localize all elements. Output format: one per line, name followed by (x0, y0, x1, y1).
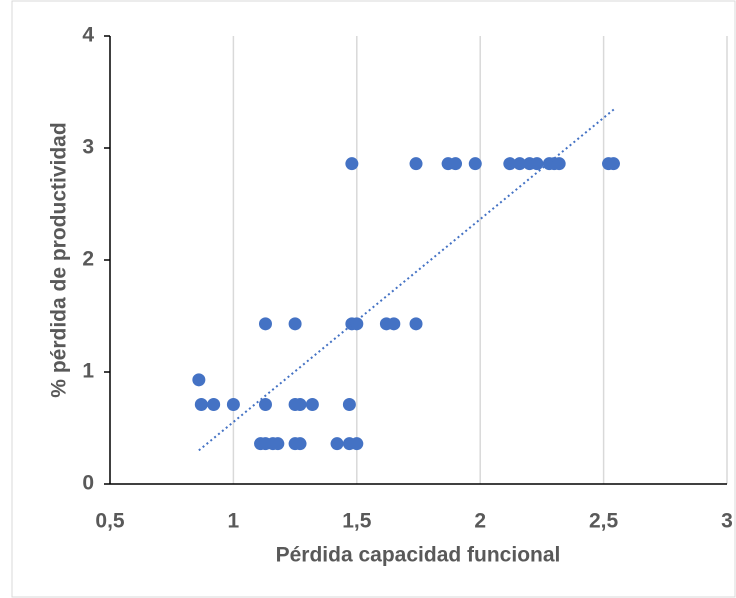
point (207, 397, 221, 411)
point (305, 397, 319, 411)
point (606, 157, 620, 171)
x-tick-label: 1,5 (342, 510, 372, 533)
point (449, 157, 463, 171)
point (513, 157, 527, 171)
point (350, 317, 364, 331)
point (192, 373, 206, 387)
y-tick-label: 1 (82, 360, 94, 383)
y-tick-label: 0 (82, 472, 94, 495)
point (468, 157, 482, 171)
chart-border (11, 0, 736, 598)
point (258, 397, 272, 411)
point (530, 157, 544, 171)
point (409, 157, 423, 171)
point (226, 397, 240, 411)
x-tick-label: 2 (474, 510, 486, 533)
y-tick-label: 2 (82, 248, 94, 271)
point (345, 157, 359, 171)
point (258, 317, 272, 331)
y-tick-label: 4 (82, 24, 94, 47)
x-tick-label: 3 (721, 510, 733, 533)
x-tick-label: 2,5 (589, 510, 619, 533)
point (503, 157, 517, 171)
point (350, 437, 364, 451)
point (288, 317, 302, 331)
point (387, 317, 401, 331)
point (194, 397, 208, 411)
point (552, 157, 566, 171)
x-tick-label: 0,5 (95, 510, 125, 533)
point (293, 437, 307, 451)
point (409, 317, 423, 331)
y-tick-label: 3 (82, 136, 94, 159)
y-axis-label: % pérdida de productividad (48, 122, 71, 397)
point (293, 397, 307, 411)
point (271, 437, 285, 451)
point (342, 397, 356, 411)
x-tick-label: 1 (228, 510, 240, 533)
point (330, 437, 344, 451)
x-axis-label: Pérdida capacidad funcional (276, 544, 561, 567)
